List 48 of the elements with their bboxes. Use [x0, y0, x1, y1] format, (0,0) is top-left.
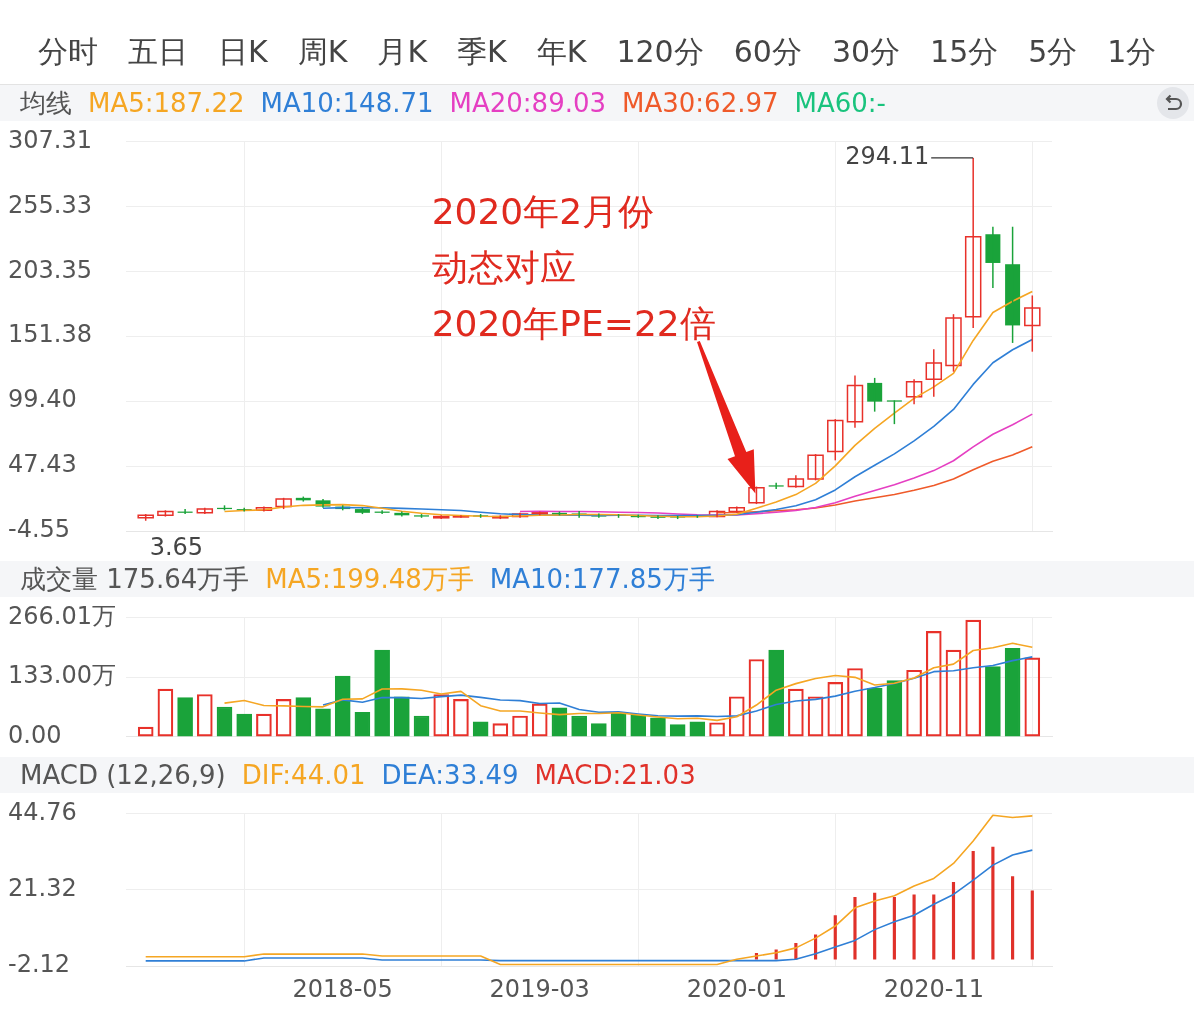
text: 年K [536, 32, 587, 71]
y-tick-label: 47.43 [8, 450, 77, 479]
legend-title: 均线 [20, 86, 72, 120]
text: 月K [377, 32, 428, 71]
legend-label: MA60:- [794, 88, 886, 118]
annotation: 2020年2月份 [431, 190, 656, 234]
text: MA20:89.03 [449, 88, 607, 118]
y-tick-label: -2.12 [8, 950, 71, 979]
x-tick-label: 2020-01 [686, 974, 787, 1003]
y-tick-label: 307.31 [8, 125, 92, 154]
text: MA10:148.71 [260, 88, 434, 118]
x-tick-label: 2020-11 [883, 974, 984, 1003]
text: 季K [457, 32, 507, 71]
y-tick-label: 21.32 [8, 874, 77, 903]
text: 60分 [733, 32, 802, 71]
text: 15分 [930, 32, 999, 71]
x-tick-label: 2019-03 [489, 974, 590, 1003]
text: 五日 [128, 32, 188, 71]
text: 1分 [1107, 32, 1157, 71]
text: MACD:21.03 [534, 760, 696, 790]
y-tick-label: 0.00 [8, 720, 62, 749]
y-tick-label: 133.00万 [8, 661, 116, 690]
text: DEA:33.49 [381, 760, 519, 790]
annotation: 2020年PE=22倍 [431, 302, 716, 346]
text: DIF:44.01 [241, 760, 366, 790]
y-tick-label: -4.55 [8, 515, 71, 544]
text: 周K [297, 32, 348, 71]
text: MA10:177.85万手 [489, 562, 715, 596]
legend-title: 成交量 175.64万手 [20, 562, 250, 596]
text: MA30:62.97 [622, 88, 779, 118]
y-tick-label: 255.33 [8, 190, 92, 219]
y-tick-label: 203.35 [8, 255, 92, 284]
x-tick-label: 2018-05 [292, 974, 393, 1003]
annotation: 3.65 [149, 533, 204, 561]
annotation: 294.11 [845, 141, 930, 170]
text: 分时 [38, 32, 98, 71]
y-tick-label: 266.01万 [8, 601, 116, 630]
y-tick-label: 151.38 [8, 320, 92, 349]
text: 30分 [831, 32, 901, 71]
text: 120分 [616, 32, 704, 71]
text: MA5:199.48万手 [265, 562, 474, 596]
y-tick-label: 99.40 [8, 385, 77, 414]
annotation: 动态对应 [431, 246, 577, 290]
y-tick-label: 44.76 [8, 797, 77, 826]
legend-title: MACD (12,26,9) [20, 760, 226, 790]
text: 日K [218, 32, 268, 71]
text: MA5:187.22 [88, 88, 245, 118]
text: 5分 [1028, 32, 1078, 71]
